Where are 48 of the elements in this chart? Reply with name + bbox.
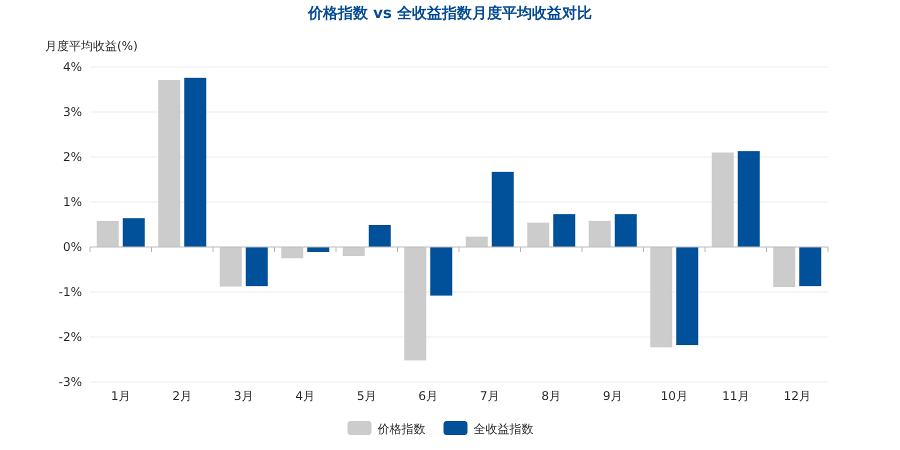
y-tick-label: 3% <box>62 105 82 119</box>
x-tick-label: 10月 <box>660 389 688 403</box>
bar <box>342 247 365 256</box>
bar <box>122 218 145 247</box>
x-tick-label: 1月 <box>110 389 131 403</box>
chart-title: 价格指数 vs 全收益指数月度平均收益对比 <box>306 4 592 22</box>
x-tick-label: 2月 <box>172 389 192 403</box>
y-tick-label: 0% <box>62 240 82 254</box>
bar <box>676 247 698 346</box>
bar <box>773 247 796 288</box>
x-tick-label: 7月 <box>480 389 500 403</box>
y-tick-label: 1% <box>62 195 82 209</box>
x-tick-label: 4月 <box>295 389 316 403</box>
x-tick-label: 6月 <box>418 389 438 403</box>
bar <box>492 172 514 247</box>
bar <box>553 214 576 247</box>
bar <box>614 214 637 247</box>
y-tick-label: -1% <box>58 285 82 299</box>
bar <box>799 247 822 286</box>
bar <box>712 152 734 247</box>
x-tick-label: 11月 <box>722 389 750 403</box>
bar <box>184 78 206 247</box>
bar <box>404 247 426 360</box>
bar <box>246 247 268 286</box>
bar <box>430 247 452 296</box>
bar <box>307 247 330 252</box>
bar <box>588 220 611 247</box>
bar <box>158 80 180 247</box>
bar <box>650 247 672 348</box>
legend-label: 价格指数 <box>376 422 426 436</box>
bar <box>738 151 760 247</box>
y-axis-title: 月度平均收益(%) <box>45 39 138 53</box>
y-tick-label: 2% <box>62 150 82 164</box>
x-tick-label: 9月 <box>602 389 623 403</box>
y-tick-label: -2% <box>58 330 82 344</box>
bar <box>281 247 304 258</box>
legend-label: 全收益指数 <box>474 422 534 436</box>
bar <box>368 224 391 247</box>
x-tick-label: 5月 <box>356 389 377 403</box>
x-tick-label: 3月 <box>234 389 254 403</box>
x-tick-label: 8月 <box>541 389 562 403</box>
bar <box>220 247 242 287</box>
bar <box>96 220 119 247</box>
y-tick-label: -3% <box>58 375 82 389</box>
x-tick-label: 12月 <box>784 389 811 403</box>
y-tick-label: 4% <box>62 60 82 74</box>
bar <box>466 236 488 247</box>
bar <box>527 222 550 247</box>
